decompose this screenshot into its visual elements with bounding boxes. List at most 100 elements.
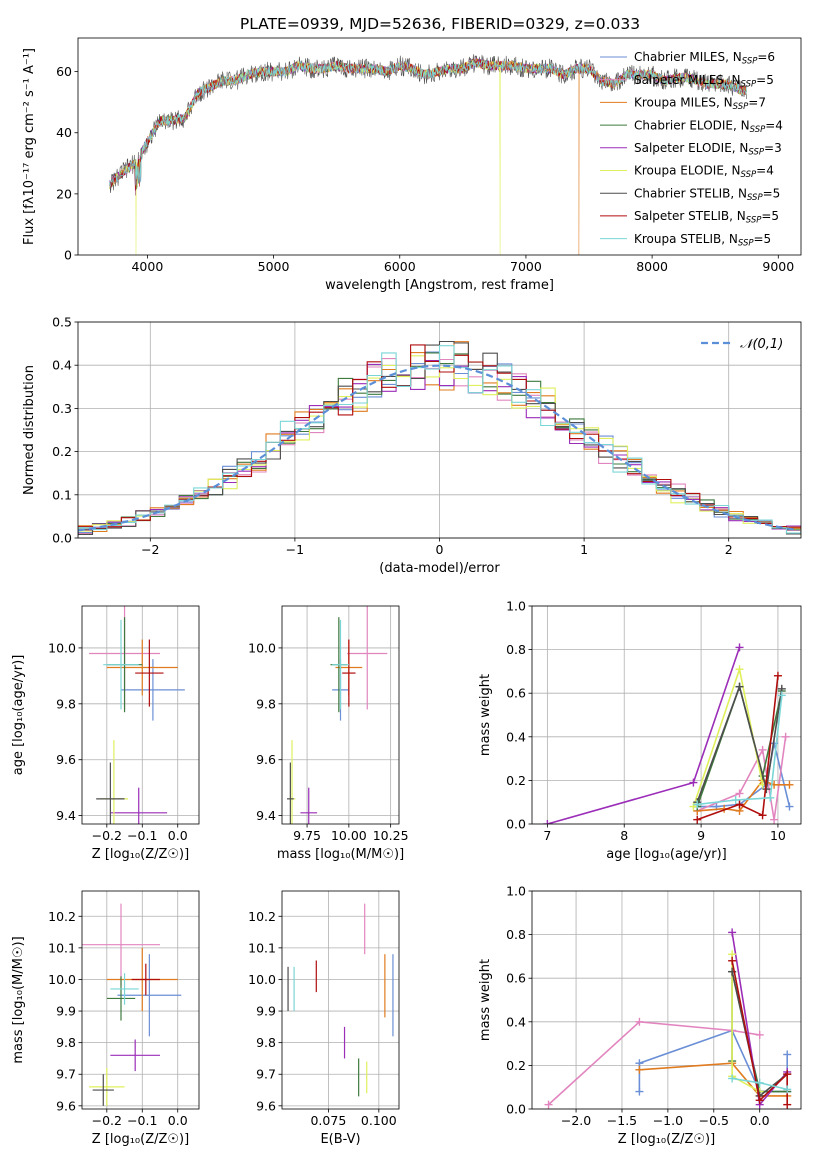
axes-frame [281, 890, 400, 1110]
x-tick-label: 0.075 [310, 1113, 346, 1128]
x-tick-label: 8000 [636, 259, 668, 274]
x-axis-label: mass [log₁₀(M/M☉)] [277, 847, 404, 862]
y-tick-label: 0.4 [52, 358, 72, 373]
x-tick-label: −0.1 [127, 828, 157, 843]
legend-entry: 𝒩(0,1) [740, 337, 783, 352]
weight-marker-8 [693, 800, 702, 809]
y-tick-label: 9.6 [256, 1098, 276, 1113]
y-tick-label: 9.8 [56, 696, 76, 711]
axes-frame [81, 605, 200, 825]
errorbar-point-8 [110, 973, 139, 1005]
weight-marker-1 [758, 745, 767, 754]
x-tick-label: −1.5 [607, 1113, 637, 1128]
y-tick-label: 9.4 [256, 808, 276, 823]
errorbar-point-6 [96, 762, 125, 824]
x-tick-label: 10 [770, 828, 786, 843]
weight-marker-1 [770, 815, 779, 824]
x-tick-label: 9.75 [293, 828, 321, 843]
y-tick-label: 0.0 [506, 817, 526, 832]
y-tick-label: 10.0 [48, 640, 76, 655]
weight-marker-7 [755, 1096, 764, 1105]
axes-mass_vs_z: −0.2 −0.1 0.0 9.6 9.7 9.8 9.9 10.0 10.1 10.2 Z [lo… [11, 890, 200, 1147]
figure-title: PLATE=0939, MJD=52636, FIBERID=0329, z=0… [240, 15, 640, 33]
weight-marker-4 [728, 928, 737, 937]
legend-entry: Chabrier MILES, NSSP=6 [634, 50, 775, 66]
errorbar-point-1 [82, 903, 160, 986]
y-tick-label: 0.8 [506, 927, 526, 942]
y-tick-label: 20 [56, 186, 72, 201]
weight-marker-4 [543, 820, 552, 824]
weight-marker-0 [635, 1087, 644, 1096]
weight-marker-1 [781, 732, 790, 741]
weight-marker-0 [785, 802, 794, 811]
x-tick-label: 2 [725, 542, 733, 557]
weight-marker-8 [783, 1085, 792, 1094]
y-tick-label: 0.3 [52, 401, 72, 416]
axes-frame [531, 890, 802, 1110]
y-tick-label: 0.6 [506, 971, 526, 986]
weight-marker-0 [783, 1050, 792, 1059]
y-tick-label: 9.6 [256, 752, 276, 767]
x-tick-label: 0.0 [750, 1113, 770, 1128]
y-tick-label: 10.2 [48, 909, 76, 924]
y-axis-label: mass weight [478, 674, 493, 756]
x-axis-label: Z [log₁₀(Z/Z☉)] [618, 1132, 715, 1147]
weight-marker-2 [785, 780, 794, 789]
legend-entry: Chabrier STELIB, NSSP=5 [634, 186, 780, 203]
plot-area-age_vs_z [89, 606, 185, 824]
plot-area-spectrum [109, 54, 747, 255]
y-tick-label: 10.0 [248, 972, 276, 987]
y-tick-label: 0.4 [506, 729, 526, 744]
y-axis-label: Flux [fλ10⁻¹⁷ erg cm⁻² s⁻¹ A⁻¹] [22, 48, 37, 245]
panel-mass_weight_vs_age [532, 605, 801, 825]
plot-area-mass_weight_vs_age [543, 643, 794, 824]
x-axis-label: wavelength [Angstrom, rest frame] [325, 278, 554, 293]
legend-spectrum: Chabrier MILES, NSSP=6 Salpeter MILES, NS… [600, 50, 783, 248]
x-tick-label: 9 [697, 828, 705, 843]
panel-spectrum [109, 54, 747, 255]
x-axis-label: age [log₁₀(age/yr)] [606, 847, 727, 862]
weight-marker-8 [777, 691, 786, 700]
x-tick-label: 4000 [131, 259, 163, 274]
weight-line-0 [638, 1029, 788, 1093]
y-tick-label: 0.1 [52, 487, 72, 502]
panel-residuals [78, 321, 801, 539]
axes-spectrum: 4000 5000 6000 7000 8000 9000 0 20 40 60 wavelengt… [22, 37, 802, 293]
y-tick-label: 9.7 [256, 1067, 276, 1082]
y-tick-label: 1.0 [506, 884, 526, 899]
x-tick-label: 9000 [762, 259, 794, 274]
panel-mass_vs_z [82, 891, 199, 1109]
legend-entry: Kroupa STELIB, NSSP=5 [634, 232, 771, 249]
panel-age_vs_z [82, 606, 199, 824]
y-tick-label: 9.4 [56, 808, 76, 823]
weight-marker-4 [735, 643, 744, 652]
errorbar-point-8 [103, 619, 139, 710]
x-tick-label: 8 [620, 828, 628, 843]
weight-marker-5 [735, 665, 744, 674]
y-tick-label: 10.1 [48, 940, 76, 955]
weight-marker-1 [635, 1017, 644, 1026]
axes-residuals: −2 −1 0 1 2 0.0 0.1 0.2 0.3 0.4 0.5 (data-model)/er… [22, 315, 802, 576]
axes-mass_vs_ebv: 0.075 0.100 9.6 9.7 9.8 9.9 10.0 10.1 10.2 E(B-V) [248, 890, 400, 1147]
weight-marker-8 [728, 1074, 737, 1083]
x-tick-label: 0 [436, 542, 444, 557]
normal-reference-curve [78, 364, 799, 532]
y-tick-label: 9.9 [256, 1004, 276, 1019]
legend-entry: Salpeter STELIB, NSSP=5 [634, 209, 779, 226]
axes-frame [531, 605, 802, 825]
x-tick-label: 7000 [510, 259, 542, 274]
errorbar-point-6 [92, 1074, 114, 1106]
errorbar-point-5 [89, 1067, 125, 1106]
y-tick-label: 0.5 [52, 315, 72, 330]
weight-marker-7 [693, 815, 702, 824]
weight-marker-8 [731, 796, 740, 805]
x-tick-label: 5000 [258, 259, 290, 274]
errorbar-point-2 [106, 639, 178, 696]
y-tick-label: 40 [56, 125, 72, 140]
legend-entry: Salpeter ELODIE, NSSP=3 [634, 141, 782, 158]
y-tick-label: 0.2 [506, 773, 526, 788]
x-tick-label: 6000 [384, 259, 416, 274]
y-tick-label: 60 [56, 64, 72, 79]
y-axis-label: mass weight [478, 959, 493, 1041]
x-tick-label: 0.0 [168, 828, 188, 843]
